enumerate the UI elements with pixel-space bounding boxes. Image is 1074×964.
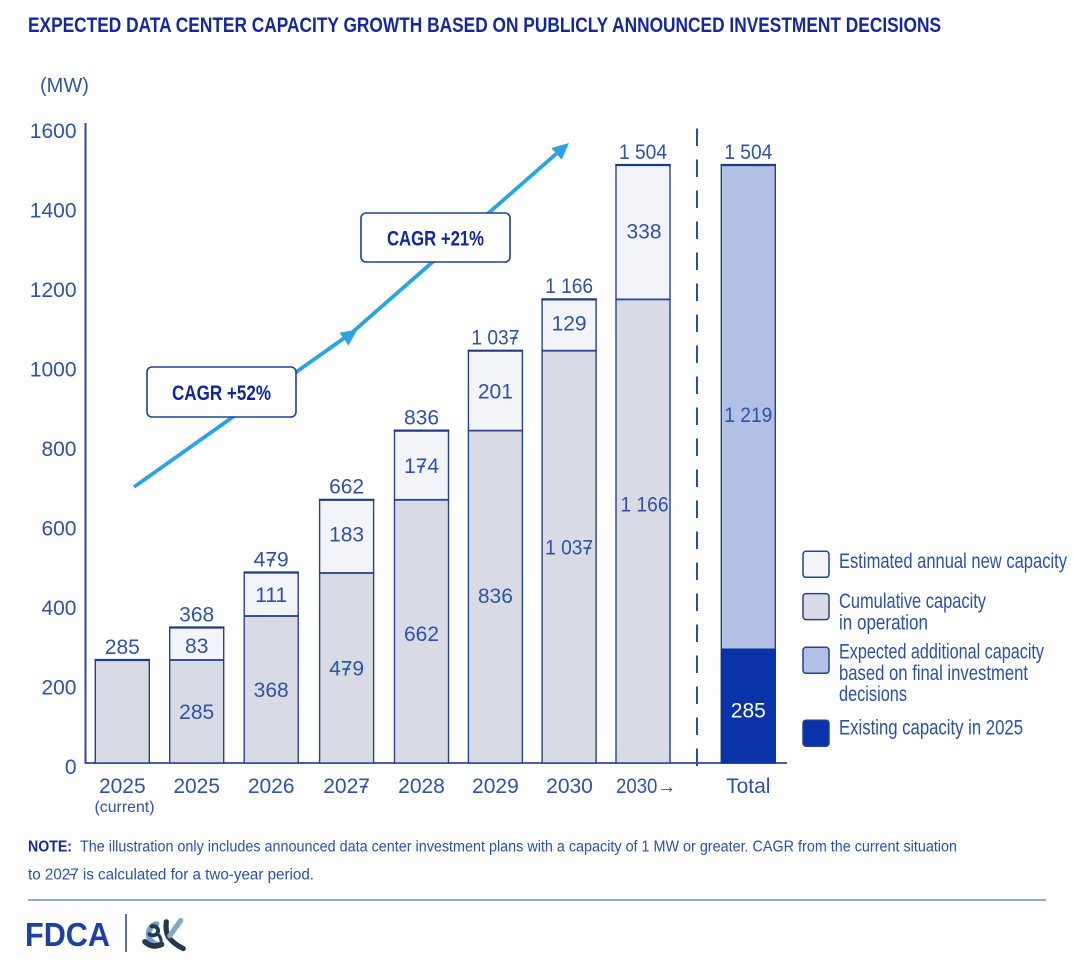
svg-text:1 037: 1 037	[545, 537, 593, 560]
svg-text:based on final investment: based on final investment	[839, 662, 1028, 685]
svg-text:285: 285	[179, 701, 214, 724]
svg-text:662: 662	[329, 476, 364, 499]
svg-text:800: 800	[41, 438, 76, 461]
svg-text:836: 836	[478, 585, 513, 608]
svg-text:0: 0	[65, 756, 77, 779]
svg-text:368: 368	[254, 679, 289, 702]
svg-text:201: 201	[478, 381, 513, 404]
svg-text:285: 285	[105, 636, 140, 659]
svg-text:1400: 1400	[30, 200, 77, 223]
svg-text:1 504: 1 504	[724, 141, 772, 164]
svg-text:1 504: 1 504	[619, 141, 667, 164]
svg-text:662: 662	[404, 623, 439, 646]
svg-text:NOTE:: NOTE:	[28, 839, 72, 856]
svg-text:Total: Total	[726, 775, 770, 798]
svg-text:2029: 2029	[472, 775, 519, 798]
svg-text:FDCA: FDCA	[25, 916, 110, 953]
svg-text:285: 285	[731, 700, 766, 723]
svg-text:EXPECTED DATA CENTER CAPACITY: EXPECTED DATA CENTER CAPACITY GROWTH BAS…	[28, 14, 941, 37]
svg-text:decisions: decisions	[839, 683, 907, 706]
svg-text:338: 338	[626, 221, 661, 244]
svg-text:The illustration only includes: The illustration only includes announced…	[80, 839, 957, 856]
svg-text:in operation: in operation	[839, 611, 928, 634]
svg-text:CAGR +21%: CAGR +21%	[387, 227, 484, 250]
svg-text:Estimated annual new capacity: Estimated annual new capacity	[839, 550, 1067, 573]
svg-text:1200: 1200	[30, 279, 77, 302]
svg-text:1 219: 1 219	[724, 404, 772, 427]
svg-text:2028: 2028	[398, 775, 445, 798]
svg-text:Expected additional capacity: Expected additional capacity	[839, 641, 1044, 664]
svg-text:836: 836	[404, 406, 439, 429]
svg-text:1600: 1600	[30, 120, 77, 143]
svg-text:129: 129	[552, 313, 587, 336]
svg-text:Existing capacity in 2025: Existing capacity in 2025	[839, 717, 1023, 740]
svg-text:to 2027 is calculated for a tw: to 2027 is calculated for a two-year per…	[28, 867, 314, 884]
svg-text:400: 400	[41, 597, 76, 620]
svg-text:83: 83	[185, 635, 208, 658]
svg-text:CAGR +52%: CAGR +52%	[172, 382, 271, 405]
svg-text:2030→: 2030→	[616, 775, 676, 798]
svg-text:368: 368	[179, 603, 214, 626]
svg-text:2025: 2025	[99, 775, 146, 798]
svg-text:1000: 1000	[30, 359, 77, 382]
svg-text:2030: 2030	[546, 775, 593, 798]
svg-text:1 037: 1 037	[471, 327, 519, 350]
svg-text:111: 111	[255, 584, 287, 607]
svg-text:2025: 2025	[173, 775, 220, 798]
svg-text:2027: 2027	[323, 775, 370, 798]
svg-text:600: 600	[41, 518, 76, 541]
svg-text:Cumulative capacity: Cumulative capacity	[839, 590, 986, 613]
svg-text:1 166: 1 166	[621, 494, 669, 517]
svg-text:2026: 2026	[248, 775, 295, 798]
svg-text:1 166: 1 166	[545, 275, 593, 298]
svg-text:(current): (current)	[95, 799, 155, 816]
svg-text:(MW): (MW)	[40, 75, 89, 97]
svg-text:200: 200	[41, 677, 76, 700]
svg-text:183: 183	[329, 523, 364, 546]
